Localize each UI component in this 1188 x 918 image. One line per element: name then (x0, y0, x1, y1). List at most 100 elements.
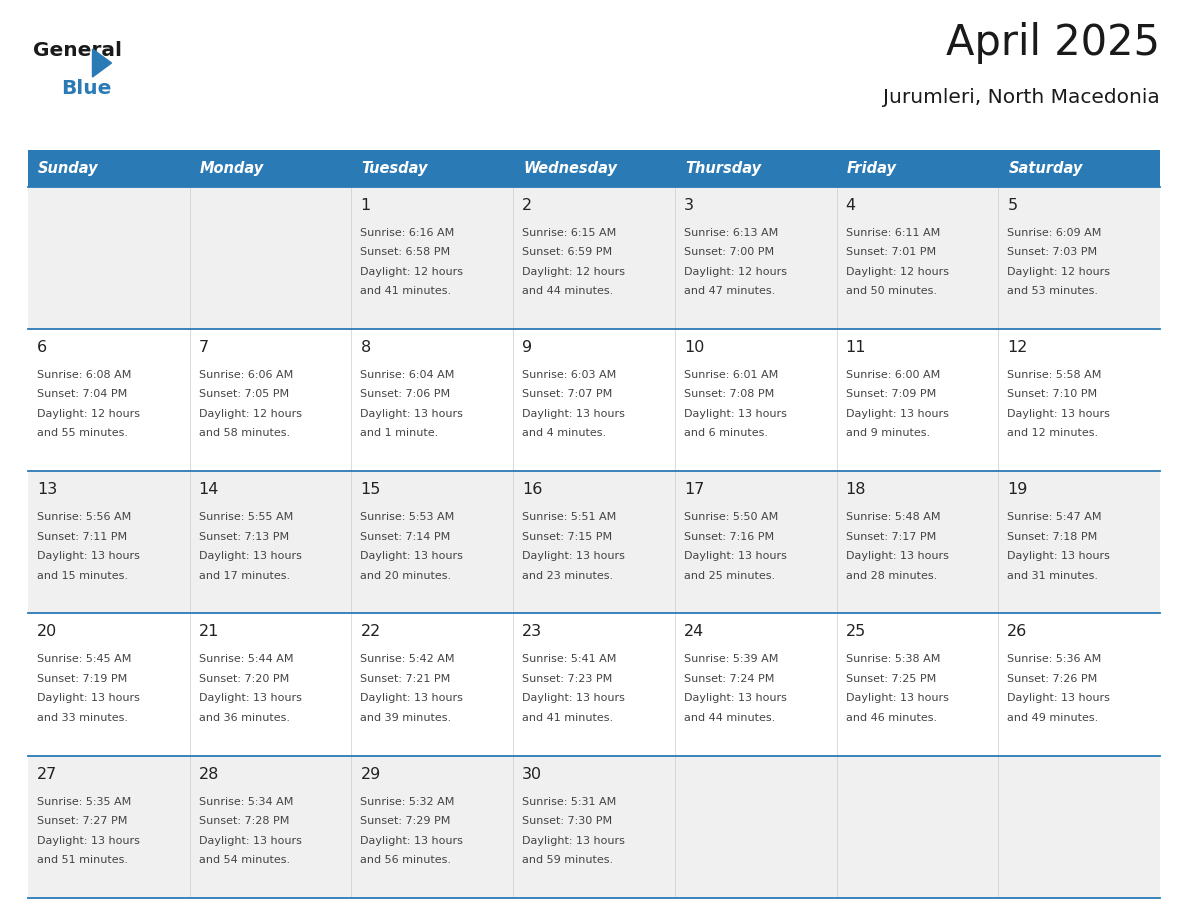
Text: 29: 29 (360, 767, 380, 782)
Text: 27: 27 (37, 767, 57, 782)
Text: Sunset: 7:17 PM: Sunset: 7:17 PM (846, 532, 936, 542)
Text: Sunrise: 5:39 AM: Sunrise: 5:39 AM (684, 655, 778, 665)
Text: Sunset: 7:27 PM: Sunset: 7:27 PM (37, 816, 127, 826)
Text: 1: 1 (360, 197, 371, 212)
Text: Sunrise: 5:51 AM: Sunrise: 5:51 AM (523, 512, 617, 522)
Text: Daylight: 12 hours: Daylight: 12 hours (846, 266, 948, 276)
Text: Daylight: 13 hours: Daylight: 13 hours (846, 409, 948, 419)
Text: and 54 minutes.: and 54 minutes. (198, 856, 290, 865)
Text: 30: 30 (523, 767, 542, 782)
Text: Sunset: 7:11 PM: Sunset: 7:11 PM (37, 532, 127, 542)
Text: Sunset: 7:09 PM: Sunset: 7:09 PM (846, 389, 936, 399)
Text: 12: 12 (1007, 340, 1028, 354)
Bar (29, 186, 1159, 329)
Text: 10: 10 (684, 340, 704, 354)
Bar (29, 329, 1159, 471)
Text: Daylight: 13 hours: Daylight: 13 hours (684, 409, 786, 419)
Text: Sunset: 7:10 PM: Sunset: 7:10 PM (1007, 389, 1098, 399)
Text: Daylight: 12 hours: Daylight: 12 hours (37, 409, 140, 419)
Text: Daylight: 13 hours: Daylight: 13 hours (360, 835, 463, 845)
Text: Daylight: 13 hours: Daylight: 13 hours (360, 551, 463, 561)
Text: Daylight: 13 hours: Daylight: 13 hours (523, 835, 625, 845)
Text: April 2025: April 2025 (946, 22, 1159, 64)
Text: Sunrise: 5:45 AM: Sunrise: 5:45 AM (37, 655, 132, 665)
Text: and 50 minutes.: and 50 minutes. (846, 286, 936, 296)
Text: 5: 5 (1007, 197, 1017, 212)
Text: Daylight: 13 hours: Daylight: 13 hours (846, 693, 948, 703)
Bar (29, 150, 190, 186)
Text: Sunrise: 5:32 AM: Sunrise: 5:32 AM (360, 797, 455, 807)
Text: Sunset: 7:01 PM: Sunset: 7:01 PM (846, 247, 936, 257)
Text: and 1 minute.: and 1 minute. (360, 429, 438, 438)
Text: Daylight: 13 hours: Daylight: 13 hours (37, 693, 140, 703)
Text: 28: 28 (198, 767, 219, 782)
Text: Daylight: 13 hours: Daylight: 13 hours (684, 693, 786, 703)
Text: Sunset: 7:05 PM: Sunset: 7:05 PM (198, 389, 289, 399)
Text: Wednesday: Wednesday (523, 161, 617, 175)
Text: 16: 16 (523, 482, 543, 498)
Text: Daylight: 12 hours: Daylight: 12 hours (198, 409, 302, 419)
Text: Sunrise: 6:01 AM: Sunrise: 6:01 AM (684, 370, 778, 380)
Text: Sunrise: 6:03 AM: Sunrise: 6:03 AM (523, 370, 617, 380)
Text: Daylight: 13 hours: Daylight: 13 hours (523, 409, 625, 419)
Text: 20: 20 (37, 624, 57, 640)
Text: Daylight: 12 hours: Daylight: 12 hours (684, 266, 786, 276)
Text: Sunrise: 6:11 AM: Sunrise: 6:11 AM (846, 228, 940, 238)
Text: Sunset: 7:08 PM: Sunset: 7:08 PM (684, 389, 775, 399)
Text: Daylight: 13 hours: Daylight: 13 hours (1007, 693, 1110, 703)
Text: Sunday: Sunday (38, 161, 99, 175)
Text: Sunrise: 6:04 AM: Sunrise: 6:04 AM (360, 370, 455, 380)
Text: 24: 24 (684, 624, 704, 640)
Text: and 58 minutes.: and 58 minutes. (198, 429, 290, 438)
Polygon shape (93, 49, 112, 77)
Text: Friday: Friday (847, 161, 897, 175)
Text: and 15 minutes.: and 15 minutes. (37, 571, 128, 580)
Text: 26: 26 (1007, 624, 1028, 640)
Text: 25: 25 (846, 624, 866, 640)
Bar (675, 150, 836, 186)
Text: Sunrise: 5:47 AM: Sunrise: 5:47 AM (1007, 512, 1101, 522)
Text: Sunset: 7:19 PM: Sunset: 7:19 PM (37, 674, 127, 684)
Text: Sunrise: 5:48 AM: Sunrise: 5:48 AM (846, 512, 940, 522)
Text: and 6 minutes.: and 6 minutes. (684, 429, 767, 438)
Text: 21: 21 (198, 624, 219, 640)
Text: Daylight: 13 hours: Daylight: 13 hours (523, 551, 625, 561)
Text: Sunset: 7:03 PM: Sunset: 7:03 PM (1007, 247, 1098, 257)
Text: Sunset: 7:00 PM: Sunset: 7:00 PM (684, 247, 775, 257)
Text: 18: 18 (846, 482, 866, 498)
Text: and 59 minutes.: and 59 minutes. (523, 856, 613, 865)
Text: Daylight: 12 hours: Daylight: 12 hours (1007, 266, 1111, 276)
Bar (352, 150, 513, 186)
Text: Sunset: 6:59 PM: Sunset: 6:59 PM (523, 247, 612, 257)
Text: 9: 9 (523, 340, 532, 354)
Text: 19: 19 (1007, 482, 1028, 498)
Text: Jurumleri, North Macedonia: Jurumleri, North Macedonia (883, 88, 1159, 107)
Text: Sunrise: 5:31 AM: Sunrise: 5:31 AM (523, 797, 617, 807)
Text: 3: 3 (684, 197, 694, 212)
Text: and 23 minutes.: and 23 minutes. (523, 571, 613, 580)
Text: Sunrise: 5:34 AM: Sunrise: 5:34 AM (198, 797, 293, 807)
Text: and 51 minutes.: and 51 minutes. (37, 856, 128, 865)
Text: Daylight: 13 hours: Daylight: 13 hours (37, 835, 140, 845)
Text: Daylight: 13 hours: Daylight: 13 hours (198, 693, 302, 703)
Text: Sunrise: 5:56 AM: Sunrise: 5:56 AM (37, 512, 131, 522)
Text: Daylight: 12 hours: Daylight: 12 hours (523, 266, 625, 276)
Text: Sunrise: 6:06 AM: Sunrise: 6:06 AM (198, 370, 293, 380)
Text: Sunset: 7:06 PM: Sunset: 7:06 PM (360, 389, 450, 399)
Text: 13: 13 (37, 482, 57, 498)
Text: Daylight: 13 hours: Daylight: 13 hours (37, 551, 140, 561)
Text: and 36 minutes.: and 36 minutes. (198, 713, 290, 722)
Bar (998, 150, 1159, 186)
Text: Sunrise: 5:53 AM: Sunrise: 5:53 AM (360, 512, 455, 522)
Bar (29, 613, 1159, 756)
Text: General: General (33, 41, 122, 60)
Text: Thursday: Thursday (684, 161, 762, 175)
Text: and 25 minutes.: and 25 minutes. (684, 571, 775, 580)
Text: 15: 15 (360, 482, 381, 498)
Text: 17: 17 (684, 482, 704, 498)
Text: Sunset: 7:21 PM: Sunset: 7:21 PM (360, 674, 450, 684)
Text: Monday: Monday (200, 161, 264, 175)
Text: 8: 8 (360, 340, 371, 354)
Text: Sunrise: 6:09 AM: Sunrise: 6:09 AM (1007, 228, 1101, 238)
Text: Sunset: 7:15 PM: Sunset: 7:15 PM (523, 532, 612, 542)
